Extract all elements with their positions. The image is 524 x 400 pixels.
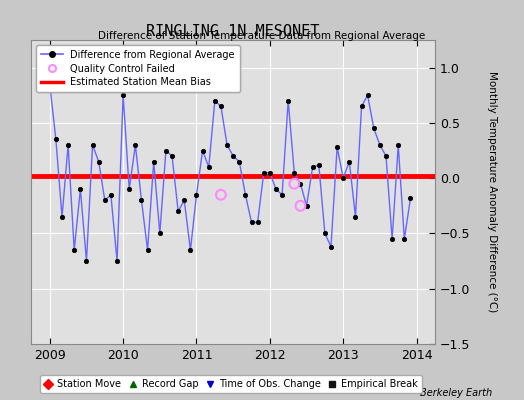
Text: Berkeley Earth: Berkeley Earth <box>420 388 493 398</box>
Point <box>217 192 225 198</box>
Title: RINGLING 1N MESONET: RINGLING 1N MESONET <box>147 24 320 39</box>
Legend: Difference from Regional Average, Quality Control Failed, Estimated Station Mean: Difference from Regional Average, Qualit… <box>36 45 239 92</box>
Text: Difference of Station Temperature Data from Regional Average: Difference of Station Temperature Data f… <box>99 31 425 41</box>
Point <box>296 203 304 209</box>
Legend: Station Move, Record Gap, Time of Obs. Change, Empirical Break: Station Move, Record Gap, Time of Obs. C… <box>40 375 421 393</box>
Point <box>290 180 299 187</box>
Y-axis label: Monthly Temperature Anomaly Difference (°C): Monthly Temperature Anomaly Difference (… <box>487 71 497 313</box>
